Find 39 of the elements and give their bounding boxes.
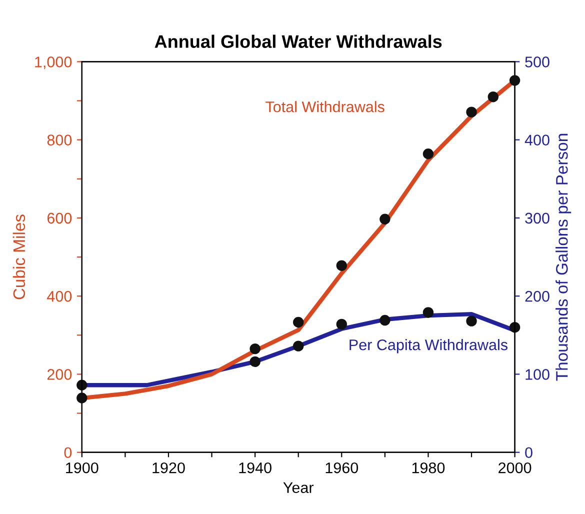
point [76,392,88,404]
point [250,343,260,354]
point [509,75,520,86]
y2-tick-label: 100 [526,369,550,380]
point [250,356,260,368]
y2-tick-label: 300 [525,212,550,224]
point [336,318,347,330]
y-axis-title: Cubic Miles [12,214,26,300]
point [466,106,477,118]
y-tick-label: 600 [47,212,72,224]
y2-tick-label: 500 [525,56,550,68]
y2-axis-title: Thousands of Gallons per Person [556,134,572,381]
y2-tick-label: 0 [525,447,532,458]
y2-tick-label: 400 [524,134,550,146]
x-tick-label: 2000 [498,462,532,474]
y-tick-label: 800 [47,134,72,146]
y2-tick-label: 200 [525,290,550,302]
y-tick-label: 200 [47,369,72,380]
point [292,340,304,352]
x-tick-label: 1940 [239,462,272,474]
y-tick-label: 0 [64,447,72,458]
text: Total Withdrawals [266,101,384,112]
point [292,316,304,328]
point [422,307,434,318]
point [380,214,390,224]
point [336,260,347,271]
y-tick-label: 400 [47,290,72,302]
x-axis-title: Year [283,482,314,494]
point [380,314,390,326]
point [488,91,499,102]
x-tick-label: 1960 [326,462,358,474]
x-tick-label: 1920 [152,462,185,474]
x-tick-label: 1980 [412,462,445,474]
point [422,148,434,160]
y-tick-label: 1,000 [35,56,72,70]
point [466,316,477,326]
series-label: Per Capita Withdrawals [350,339,508,354]
chart-title: Annual Global Water Withdrawals [154,34,442,48]
x-tick-label: 1900 [66,462,98,474]
